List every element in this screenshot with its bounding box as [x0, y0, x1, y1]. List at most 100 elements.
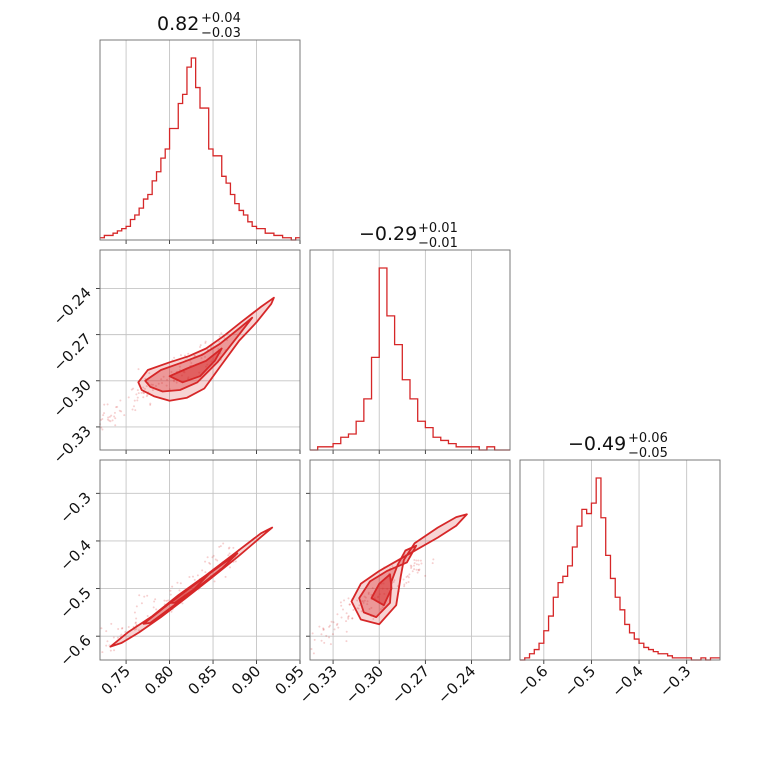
title-param-1: 0.82 +0.04 −0.03 [157, 11, 241, 41]
scatter-point [347, 616, 350, 619]
scatter-point [405, 581, 408, 584]
scatter-point [403, 585, 406, 588]
scatter-point [167, 599, 170, 602]
scatter-point [191, 575, 194, 578]
scatter-point [160, 378, 163, 381]
scatter-point [172, 379, 175, 382]
scatter-point [356, 599, 359, 602]
x-tick-label: −0.24 [434, 662, 479, 707]
scatter-point [117, 627, 120, 630]
scatter-point [210, 346, 213, 349]
panel-frame [99, 459, 301, 661]
scatter-point [232, 546, 235, 549]
scatter-point [135, 393, 138, 396]
scatter-point [165, 599, 168, 602]
title-median: −0.49 [568, 433, 626, 455]
scatter-point [133, 399, 136, 402]
scatter-point [119, 399, 122, 402]
x-tick-label: −0.5 [561, 662, 599, 700]
scatter-point [347, 597, 350, 600]
scatter-point [413, 558, 416, 561]
scatter-point [403, 583, 406, 586]
scatter-point [393, 579, 396, 582]
contour-level-2 [144, 316, 254, 393]
scatter-point [329, 624, 332, 627]
histogram-param-2 [310, 267, 510, 451]
scatter-point [127, 626, 130, 629]
scatter-point [201, 569, 204, 572]
scatter-point [120, 633, 123, 636]
scatter-point [419, 559, 422, 562]
scatter-point [343, 599, 346, 602]
scatter-point [366, 603, 369, 606]
scatter-point [105, 630, 108, 633]
scatter-point [322, 628, 325, 631]
panel-frame [309, 459, 511, 661]
scatter-point [193, 578, 196, 581]
scatter-point [146, 614, 149, 617]
scatter-point [370, 606, 373, 609]
scatter-point [149, 403, 152, 406]
scatter-point [114, 417, 117, 420]
x-tick-label: −0.3 [656, 662, 694, 700]
scatter-point [111, 419, 114, 422]
scatter-point [379, 608, 382, 611]
scatter-point [171, 585, 174, 588]
scatter-point [310, 647, 313, 650]
y-tick-label: −0.6 [56, 631, 94, 669]
scatter-point [218, 340, 221, 343]
scatter-point [181, 602, 184, 605]
scatter-point [143, 387, 146, 390]
scatter-point [345, 640, 348, 643]
scatter-point [218, 335, 221, 338]
scatter-point [216, 559, 219, 562]
scatter-point [132, 387, 135, 390]
scatter-point [101, 428, 104, 431]
scatter-point [137, 629, 140, 632]
scatter-point [410, 565, 413, 568]
scatter-point [351, 617, 354, 620]
y-tick-label: −0.24 [50, 284, 95, 329]
scatter-point [120, 627, 123, 630]
scatter-point [134, 409, 137, 412]
scatter-point [212, 554, 215, 557]
scatter-point [204, 571, 207, 574]
x-tick-label: −0.4 [608, 662, 646, 700]
scatter-point [348, 603, 351, 606]
scatter-point [203, 355, 206, 358]
scatter-point [392, 580, 395, 583]
x-tick-label: 0.75 [98, 662, 134, 698]
scatter-point [199, 346, 202, 349]
scatter-point [127, 396, 130, 399]
scatter-point [415, 568, 418, 571]
scatter-point [175, 381, 178, 384]
scatter-point [360, 610, 363, 613]
scatter-point [352, 609, 355, 612]
scatter-point [108, 419, 111, 422]
scatter-point [417, 569, 420, 572]
scatter-point [105, 644, 108, 647]
scatter-point [407, 576, 410, 579]
y-tick-label: −0.30 [50, 376, 95, 421]
scatter-point [130, 388, 133, 391]
scatter-point [347, 617, 350, 620]
scatter-point [330, 620, 333, 623]
scatter-point [312, 652, 315, 655]
scatter-point [100, 627, 103, 630]
scatter-point [190, 362, 193, 365]
scatter-point [145, 395, 148, 398]
scatter-point [208, 561, 211, 564]
scatter-point [368, 608, 371, 611]
scatter-point [178, 365, 181, 368]
histogram-param-3 [520, 477, 720, 661]
scatter-point [432, 558, 435, 561]
scatter-point [204, 341, 207, 344]
scatter-point [173, 380, 176, 383]
scatter-point [120, 410, 123, 413]
scatter-point [410, 567, 413, 570]
scatter-point [336, 622, 339, 625]
scatter-point [200, 357, 203, 360]
scatter-point [322, 628, 325, 631]
scatter-point [337, 626, 340, 629]
